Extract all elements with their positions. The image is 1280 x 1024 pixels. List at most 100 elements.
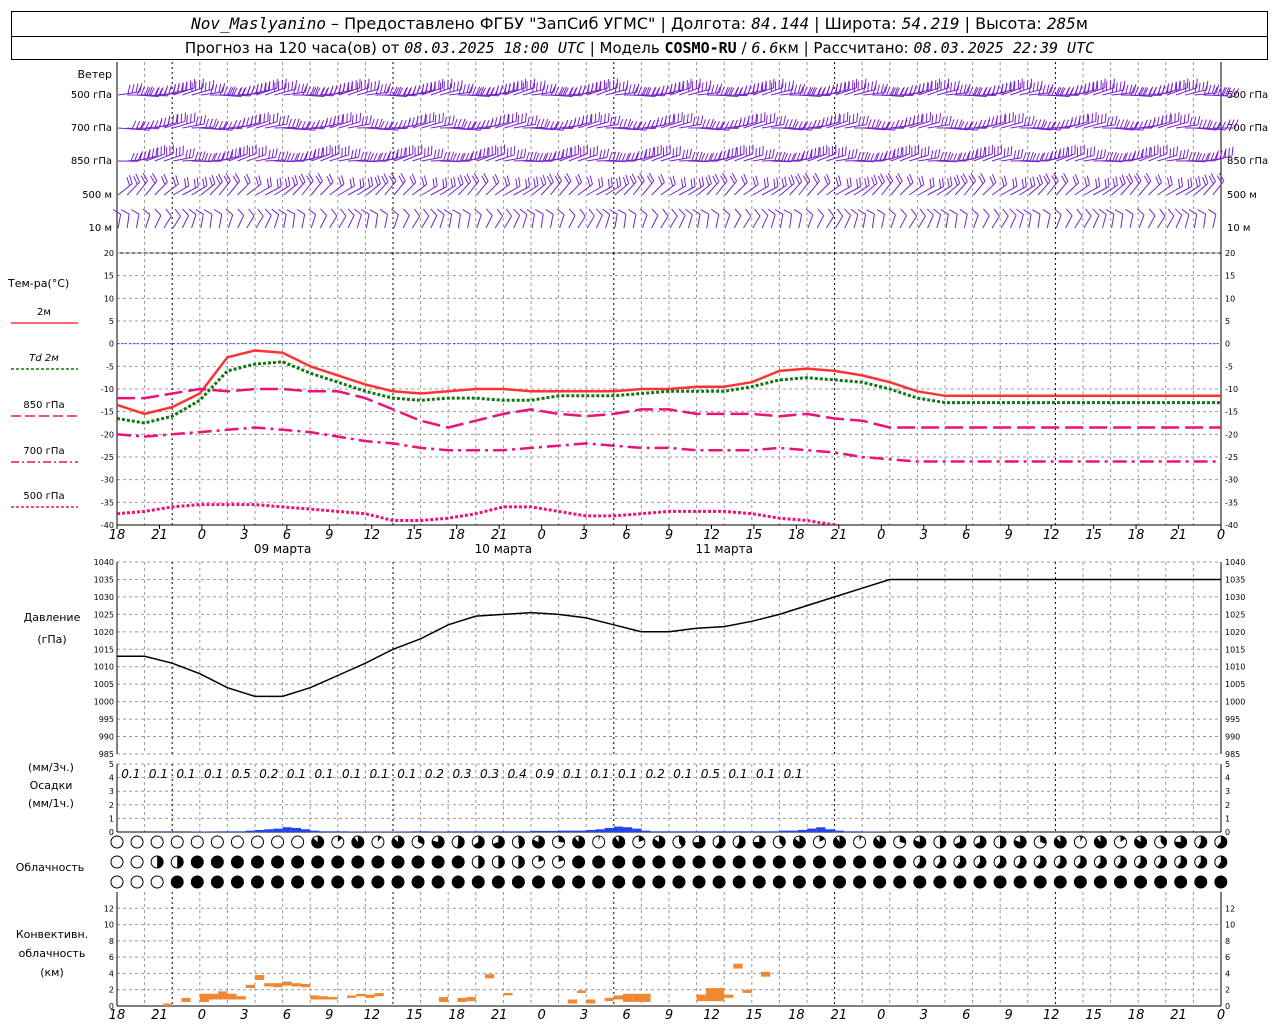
conv-bar	[485, 974, 495, 979]
wind-barb	[476, 145, 497, 162]
cloud-icon-fill	[1157, 855, 1167, 868]
wind-barb	[292, 150, 316, 162]
wind-barb	[605, 176, 622, 196]
wind-barb	[817, 113, 840, 129]
time-tick: 9	[1005, 528, 1013, 543]
cloud-icon-fill	[391, 876, 404, 888]
wind-barb	[136, 147, 158, 162]
wind-barb	[945, 83, 971, 96]
precip-bar	[825, 829, 835, 832]
temp-ytick-left: -25	[101, 453, 114, 462]
wind-barb	[1065, 208, 1073, 229]
precip-bar	[255, 829, 265, 832]
precip-sum-3h: 0.1	[149, 767, 168, 781]
wind-barb	[467, 87, 494, 97]
wind-barb	[452, 209, 461, 229]
wind-barb	[872, 149, 895, 162]
wind-barb	[793, 208, 803, 229]
wind-barb	[209, 173, 223, 196]
wind-barb	[504, 112, 527, 129]
wind-barb	[412, 81, 436, 96]
pressure-ytick-left: 1005	[94, 680, 114, 689]
wind-barb	[338, 78, 361, 96]
wind-barb	[826, 146, 847, 162]
cloud-icon	[170, 835, 184, 849]
pressure-ytick-left: 1035	[94, 575, 114, 584]
cloud-icon-fill	[598, 836, 601, 842]
wind-barb	[329, 145, 350, 162]
wind-barb	[308, 208, 317, 229]
temp-clip-group	[117, 349, 1221, 525]
temp-legend-td2m-label: Td 2м	[29, 353, 59, 364]
wind-barb	[1065, 174, 1080, 196]
wind-barb	[531, 174, 547, 196]
lon-value: 84.144	[751, 14, 810, 33]
cloud-icon-fill	[1096, 855, 1107, 868]
wind-barb	[274, 80, 297, 96]
wind-barb	[1157, 146, 1178, 162]
cloud-icon	[250, 835, 264, 849]
precip-bar	[623, 827, 633, 832]
wind-barb	[844, 115, 869, 129]
wind-barb	[347, 151, 372, 162]
wind-barb	[449, 83, 474, 96]
wind-barb	[421, 148, 444, 162]
wind-barb	[329, 208, 338, 229]
precip-bar	[301, 829, 311, 832]
wind-barb	[743, 145, 764, 162]
wind-barb	[982, 113, 1006, 129]
cloud-icon-fill	[916, 855, 926, 868]
precip-bar	[770, 831, 780, 832]
wind-barb	[535, 209, 544, 229]
wind-barb	[412, 145, 433, 162]
wind-barb	[1083, 149, 1107, 162]
wind-level-left: 850 гПа	[71, 156, 112, 167]
wind-barb	[495, 112, 518, 129]
precip-sum-3h: 0.1	[204, 767, 223, 781]
wind-barb	[734, 173, 748, 196]
wind-barb	[384, 87, 412, 97]
wind-barb	[513, 177, 530, 196]
wind-barb	[559, 144, 579, 162]
wind-barb	[1157, 208, 1166, 229]
wind-barb	[991, 80, 1015, 96]
cloud-icon-fill	[1217, 855, 1227, 868]
precip-label-3h: (мм/3ч.)	[28, 761, 74, 774]
precip-bar	[715, 831, 725, 832]
wind-barb	[182, 151, 206, 162]
temp-ytick-left: -5	[106, 362, 114, 371]
wind-barb	[1000, 208, 1009, 229]
wind-barb	[1125, 208, 1134, 229]
cloud-icon-fill	[251, 856, 264, 868]
precip-bar	[807, 828, 817, 832]
wind-barb	[587, 78, 609, 96]
precip-bar	[420, 831, 430, 832]
precip-bar	[687, 831, 697, 832]
time-tick: 0	[877, 528, 885, 543]
pressure-ytick-right: 995	[1225, 715, 1240, 724]
pressure-ytick-right: 1010	[1225, 663, 1245, 672]
wind-barb	[550, 87, 577, 97]
wind-barb	[1166, 113, 1190, 129]
cloud-icon-fill	[311, 836, 324, 849]
cloud-icon-fill	[913, 836, 926, 848]
wind-barb	[918, 177, 935, 196]
wind-barb	[200, 120, 228, 131]
wind-barb	[857, 209, 867, 229]
wind-barb	[918, 148, 941, 162]
wind-barb	[112, 209, 122, 229]
precip-bar	[843, 831, 853, 832]
cloud-icon	[210, 835, 224, 849]
wind-barb	[163, 175, 179, 196]
cloud-icon-fill	[773, 856, 786, 868]
precip-bar	[236, 831, 246, 832]
wind-barb	[366, 120, 393, 131]
wind-barb	[568, 208, 576, 229]
cloud-icon	[150, 835, 164, 849]
cloud-icon-fill	[231, 876, 244, 888]
cloud-icon-fill	[1054, 836, 1067, 849]
wind-barb	[959, 208, 968, 229]
wind-barb	[1047, 87, 1074, 97]
wind-barb	[926, 208, 934, 229]
wind-barb	[826, 112, 849, 129]
